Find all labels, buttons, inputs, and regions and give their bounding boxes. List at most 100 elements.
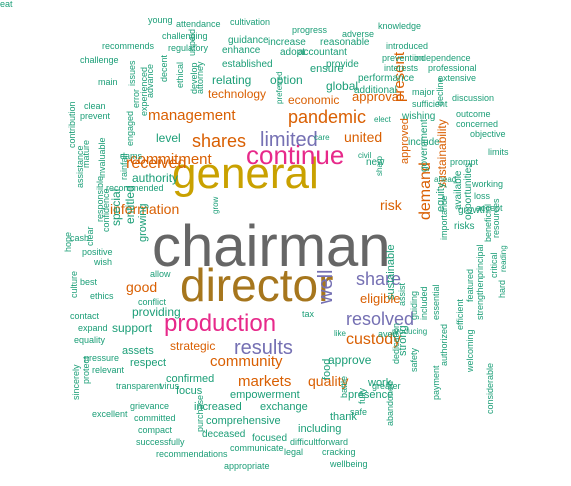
word-well: well: [315, 269, 337, 304]
word-markets: markets: [238, 373, 292, 390]
word-independence: independence: [414, 53, 471, 63]
word-decent: decent: [159, 54, 169, 82]
word-introduced: introduced: [386, 41, 429, 51]
word-special: special: [109, 188, 123, 226]
word-cultivation: cultivation: [230, 17, 271, 27]
word-critical: critical: [489, 252, 499, 278]
word-recommendations: recommendations: [156, 449, 228, 459]
word-information: information: [110, 201, 180, 217]
word-sincerely: sincerely: [71, 364, 81, 400]
word-ahead: ahead: [434, 175, 457, 184]
word-assist: assist: [397, 282, 407, 306]
word-thank: thank: [330, 411, 357, 423]
word-hope: hope: [63, 231, 73, 252]
word-global: global: [326, 79, 359, 93]
word-confidence: confidence: [101, 188, 111, 232]
word-equality: equality: [74, 335, 106, 345]
word-decline: decline: [435, 77, 445, 106]
word-extensive: extensive: [438, 73, 477, 83]
word-considerable: considerable: [485, 362, 495, 414]
word-tax: tax: [302, 309, 315, 319]
word-challenging: challenging: [162, 31, 208, 41]
word-option: option: [270, 73, 303, 87]
word-include: include: [408, 137, 440, 148]
word-efficient: efficient: [455, 299, 465, 330]
word-positive: positive: [82, 247, 113, 257]
word-exchange: exchange: [260, 401, 308, 413]
word-culture: culture: [69, 270, 79, 298]
word-focus: focus: [176, 385, 203, 397]
word-received: received: [126, 155, 187, 172]
word-new: new: [366, 157, 385, 168]
word-battle: battle: [339, 375, 349, 398]
word-civil: civil: [358, 151, 372, 160]
word-continue: continue: [246, 140, 345, 170]
word-focused: focused: [252, 433, 288, 444]
word-importance: importance: [439, 195, 449, 240]
word-conflict: conflict: [138, 297, 167, 307]
word-accountant: accountant: [298, 47, 347, 58]
word-expand: expand: [78, 323, 108, 333]
word-resources: resources: [491, 198, 501, 238]
word-provide: provide: [326, 59, 359, 70]
word-concerned: concerned: [456, 119, 499, 129]
word-technology: technology: [208, 87, 267, 101]
word-preferred: preferred: [275, 71, 284, 104]
word-regulatory: regulatory: [168, 43, 209, 53]
word-major: major: [412, 87, 435, 97]
word-custody: custody: [346, 331, 402, 348]
word-performance: performance: [358, 73, 415, 84]
word-cash: cash: [70, 233, 90, 243]
word-recommended: recommended: [106, 183, 164, 193]
word-ethics: ethics: [90, 291, 114, 301]
word-principal: principal: [475, 244, 485, 278]
word-community: community: [210, 353, 283, 370]
word-committed: committed: [134, 413, 176, 423]
word-error: error: [131, 88, 141, 108]
word-attendance: attendance: [176, 19, 221, 29]
word-invaluable: invaluable: [97, 137, 107, 178]
word-general: general: [172, 149, 319, 198]
word-quality: quality: [308, 373, 349, 389]
word-limits: limits: [488, 147, 509, 157]
word-united: united: [344, 129, 383, 145]
word-contribution: contribution: [67, 101, 77, 148]
word-providing: providing: [132, 305, 181, 319]
word-recommends: recommends: [102, 41, 155, 51]
word-prevent: prevent: [80, 111, 111, 121]
word-outcome: outcome: [456, 109, 491, 119]
word-guidance: guidance: [228, 35, 269, 46]
word-share: share: [356, 269, 402, 289]
word-clean: clean: [84, 101, 106, 111]
word-results: results: [234, 337, 293, 359]
word-avert: avert: [378, 329, 399, 339]
word-increased: increased: [194, 401, 242, 413]
word-including: including: [298, 423, 342, 435]
word-reading: reading: [499, 245, 508, 272]
word-payment: payment: [431, 365, 441, 400]
word-communicate: communicate: [230, 443, 284, 453]
word-engaged: engaged: [125, 110, 135, 146]
word-forward: forward: [318, 437, 349, 447]
word-dams: dams: [120, 151, 143, 161]
word-production: production: [164, 310, 277, 337]
word-hard: hard: [497, 279, 507, 298]
word-virus: virus: [160, 381, 180, 391]
word-presence: presence: [348, 389, 394, 401]
word-shares: shares: [192, 131, 247, 151]
word-fully: fully: [357, 387, 367, 404]
word-risk: risk: [380, 197, 402, 213]
word-level: level: [156, 131, 181, 145]
word-excellent: excellent: [92, 409, 128, 419]
word-comprehensive: comprehensive: [206, 415, 281, 427]
word-objective: objective: [470, 129, 506, 139]
word-adverse: adverse: [342, 29, 375, 39]
word-knowledge: knowledge: [378, 21, 422, 31]
word-approve: approve: [328, 353, 372, 367]
word-challenge: challenge: [80, 55, 119, 65]
word-increase: increase: [268, 37, 306, 48]
word-best: best: [80, 277, 98, 287]
word-grow: grow: [211, 196, 220, 214]
word-established: established: [222, 59, 273, 70]
word-pressure: pressure: [84, 353, 120, 363]
